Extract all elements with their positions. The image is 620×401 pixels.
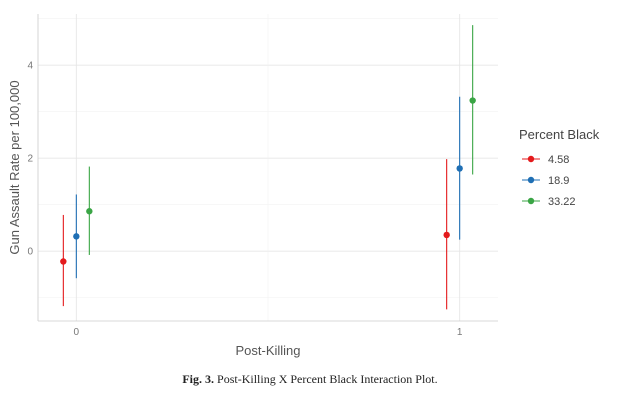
grid-lines: [38, 14, 498, 321]
legend: 4.58 18.9 33.22: [522, 154, 576, 208]
figure-caption-label: Fig. 3.: [182, 372, 215, 386]
figure-caption-text: Post-Killing X Percent Black Interaction…: [217, 372, 438, 386]
legend-key-point: [527, 197, 535, 205]
legend-label: 33.22: [548, 196, 576, 208]
y-axis-title: Gun Assault Rate per 100,000: [7, 80, 22, 254]
data-point: [73, 233, 80, 240]
legend-label: 4.58: [548, 154, 569, 166]
y-tick-label: 0: [27, 247, 33, 258]
data-point: [456, 165, 463, 172]
figure-caption: Fig. 3. Post-Killing X Percent Black Int…: [0, 372, 620, 387]
legend-key-point: [527, 176, 535, 184]
legend-key-point: [527, 155, 535, 163]
data-point: [469, 97, 476, 104]
data-point: [86, 208, 93, 215]
y-tick-label: 2: [27, 154, 33, 165]
legend-title: Percent Black: [519, 127, 600, 142]
data-marks: [60, 25, 476, 310]
x-tick-label: 1: [457, 327, 463, 338]
axis-lines: [37, 14, 498, 322]
legend-label: 18.9: [548, 175, 569, 187]
y-tick-labels: 0 2 4: [27, 61, 33, 258]
x-tick-label: 0: [74, 327, 80, 338]
y-tick-label: 4: [27, 61, 33, 72]
data-point: [443, 231, 450, 239]
x-axis-title: Post-Killing: [235, 343, 300, 358]
data-point: [60, 258, 67, 265]
